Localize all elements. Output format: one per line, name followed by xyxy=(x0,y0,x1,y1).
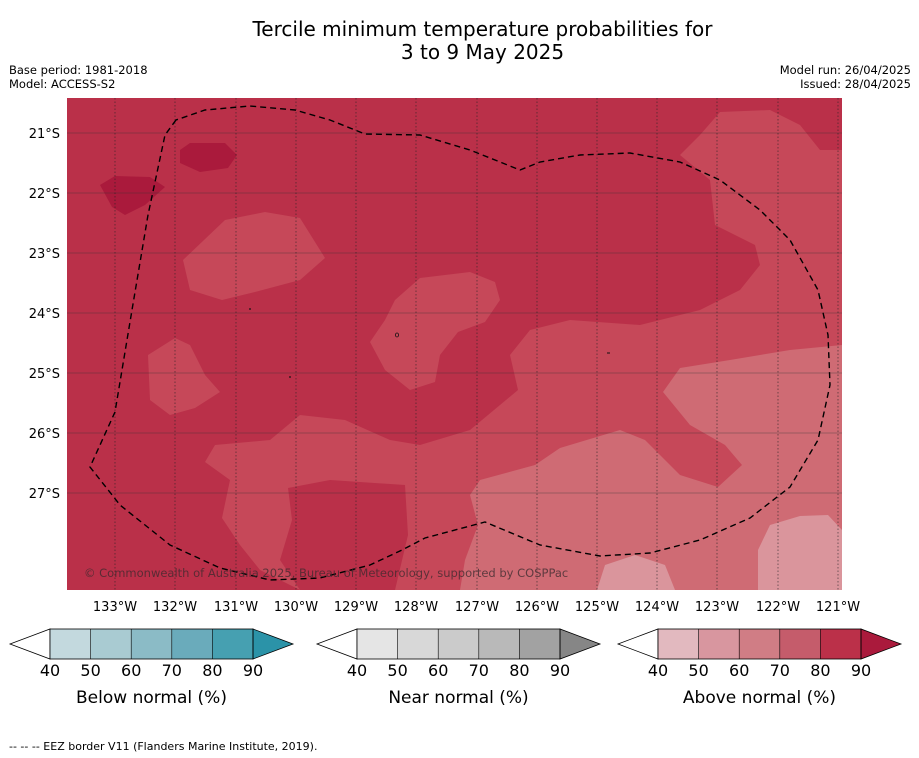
longitude-labels: 133°W 132°W 131°W 130°W 129°W 128°W 127°… xyxy=(93,600,860,615)
zone-above-80-south xyxy=(280,480,408,590)
colorbar-tick-label: 80 xyxy=(202,661,222,680)
colorbar-segment xyxy=(90,629,132,659)
zone-above-50-south xyxy=(597,555,675,590)
colorbar-tick-label: 70 xyxy=(469,661,489,680)
lat-label: 26°S xyxy=(29,427,60,442)
colorbar-tick-label: 60 xyxy=(428,661,448,680)
colorbar-tick-label: 60 xyxy=(729,661,749,680)
colorbar-title: Above normal (%) xyxy=(683,688,836,708)
lat-label: 22°S xyxy=(29,187,60,202)
colorbar-segment xyxy=(171,629,213,659)
colorbar-segment xyxy=(212,629,253,659)
colorbar-above-normal: 40 50 60 70 80 90 Above normal (%) xyxy=(616,628,903,708)
colorbar-tick-label: 90 xyxy=(243,661,263,680)
island-outline-pitcairn xyxy=(394,332,399,338)
colorbar-segment xyxy=(357,629,398,659)
lon-label: 126°W xyxy=(515,600,559,615)
lon-label: 130°W xyxy=(274,600,318,615)
title-line-1: Tercile minimum temperature probabilitie… xyxy=(252,17,713,41)
colorbar-tick-label: 60 xyxy=(121,661,141,680)
colorbar-segment xyxy=(519,629,560,659)
page-title: Tercile minimum temperature probabilitie… xyxy=(0,18,919,64)
colorbar-tick-label: 40 xyxy=(347,661,367,680)
lon-label: 121°W xyxy=(816,600,860,615)
latitude-labels: 21°S 22°S 23°S 24°S 25°S 26°S 27°S xyxy=(29,127,60,502)
colorbar-tick-label: 70 xyxy=(770,661,790,680)
colorbar-over-arrow xyxy=(559,628,602,660)
colorbar-title: Below normal (%) xyxy=(76,688,227,708)
zone-above-90-north xyxy=(180,143,237,172)
colorbar-tick-label: 80 xyxy=(509,661,529,680)
meta-right: Model run: 26/04/2025 Issued: 28/04/2025 xyxy=(780,63,911,91)
meridian-lines xyxy=(114,98,839,590)
colorbar-over-arrow xyxy=(252,628,295,660)
lon-label: 124°W xyxy=(635,600,679,615)
colorbar-segment xyxy=(131,629,172,659)
model-text: Model: ACCESS-S2 xyxy=(9,77,116,91)
island-dot-1 xyxy=(249,308,251,310)
lon-label: 123°W xyxy=(695,600,739,615)
colorbar-tick-label: 80 xyxy=(810,661,830,680)
colorbar-segment xyxy=(478,629,520,659)
colorbar-title: Near normal (%) xyxy=(388,688,528,708)
lat-label: 21°S xyxy=(29,127,60,142)
meta-left: Base period: 1981-2018 Model: ACCESS-S2 xyxy=(9,63,148,91)
lon-label: 128°W xyxy=(394,600,438,615)
lat-label: 24°S xyxy=(29,307,60,322)
colorbar-under-arrow xyxy=(8,628,51,660)
colorbar-tick-label: 40 xyxy=(40,661,60,680)
colorbar-segment xyxy=(658,629,699,659)
lat-label: 27°S xyxy=(29,487,60,502)
lon-label: 131°W xyxy=(214,600,258,615)
lon-label: 125°W xyxy=(575,600,619,615)
colorbar-segment xyxy=(438,629,479,659)
eez-border xyxy=(89,105,831,581)
colorbar-near-normal: 40 50 60 70 80 90 Near normal (%) xyxy=(315,628,602,708)
copyright-text: © Commonwealth of Australia 2025, Bureau… xyxy=(84,566,568,580)
probability-map: © Commonwealth of Australia 2025, Bureau… xyxy=(67,98,842,590)
lon-label: 122°W xyxy=(756,600,800,615)
colorbar-tick-label: 50 xyxy=(387,661,407,680)
lat-label: 25°S xyxy=(29,367,60,382)
colorbar-segment xyxy=(739,629,780,659)
colorbar-segment xyxy=(397,629,439,659)
zone-above-70-west-mid xyxy=(148,338,220,415)
colorbar-tick-label: 40 xyxy=(648,661,668,680)
lon-label: 133°W xyxy=(93,600,137,615)
colorbar-under-arrow xyxy=(315,628,358,660)
issued-text: Issued: 28/04/2025 xyxy=(800,77,911,91)
lon-label: 129°W xyxy=(334,600,378,615)
lon-label: 127°W xyxy=(455,600,499,615)
zone-above-90-west xyxy=(100,176,165,215)
colorbar-tick-label: 70 xyxy=(162,661,182,680)
grid-lines xyxy=(67,132,842,494)
colorbar-segment xyxy=(820,629,861,659)
zone-above-70-centre xyxy=(370,272,500,390)
colorbar-segment xyxy=(779,629,821,659)
base-period-text: Base period: 1981-2018 xyxy=(9,63,148,77)
zone-above-70-west-top xyxy=(183,212,325,300)
lon-label: 132°W xyxy=(153,600,197,615)
colorbar-over-arrow xyxy=(860,628,903,660)
colorbar-tick-label: 50 xyxy=(80,661,100,680)
zone-above-60-southeast xyxy=(460,345,842,590)
eez-footnote: -- -- -- EEZ border V11 (Flanders Marine… xyxy=(9,740,318,753)
title-line-2: 3 to 9 May 2025 xyxy=(400,40,565,64)
colorbar-tick-label: 90 xyxy=(550,661,570,680)
lat-label: 23°S xyxy=(29,247,60,262)
zone-above-50-southeast xyxy=(758,515,842,590)
colorbar-tick-label: 90 xyxy=(851,661,871,680)
colorbar-segment xyxy=(50,629,91,659)
island-dot-2 xyxy=(289,376,291,378)
zone-above-70-east xyxy=(205,110,842,590)
colorbar-tick-label: 50 xyxy=(688,661,708,680)
colorbar-segment xyxy=(698,629,740,659)
colorbar-under-arrow xyxy=(616,628,659,660)
model-run-text: Model run: 26/04/2025 xyxy=(779,63,911,77)
colorbar-below-normal: 40 50 60 70 80 90 Below normal (%) xyxy=(8,628,295,708)
